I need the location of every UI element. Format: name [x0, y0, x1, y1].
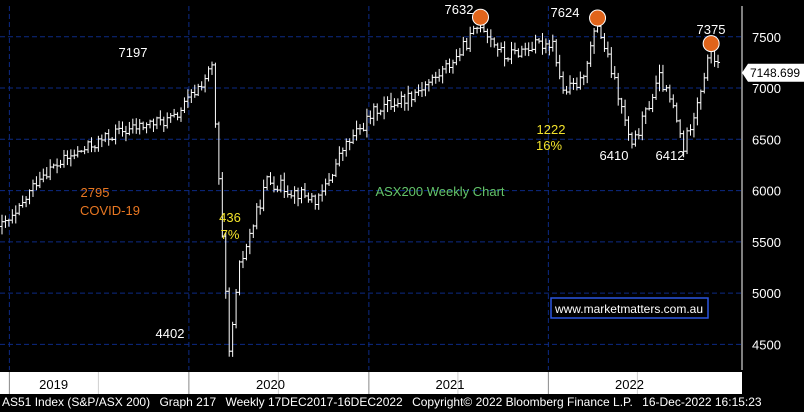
y-tick-label: 7500	[752, 30, 781, 45]
x-year-label: 2021	[436, 377, 465, 392]
last-price-label: 7148.699	[750, 66, 800, 80]
annotation-label: 7%	[221, 227, 240, 242]
y-axis: 4500 5000 5500 6000 6500 7000 7500	[741, 6, 781, 370]
watermark-text[interactable]: www.marketmatters.com.au	[554, 302, 703, 316]
y-tick-label: 4500	[752, 337, 781, 352]
last-price-tag: 7148.699	[742, 63, 804, 82]
annotation-label: COVID-19	[80, 203, 140, 218]
x-year-label: 2022	[615, 377, 644, 392]
footer-security: AS51 Index (S&P/ASX 200)	[2, 395, 151, 409]
x-year-label: 2019	[39, 377, 68, 392]
y-tick-label: 6000	[752, 184, 781, 199]
footer-period: Weekly 17DEC2017-16DEC2022	[225, 395, 403, 409]
y-tick-label: 7000	[752, 81, 781, 96]
annotation-label: 7375	[697, 22, 726, 37]
annotation-label: 7197	[119, 45, 148, 60]
annotation-label: 6412	[656, 148, 685, 163]
footer-graph: Graph 217	[159, 395, 217, 409]
annotation-label: 6410	[600, 148, 629, 163]
watermark-border	[550, 297, 709, 319]
price-bars	[0, 21, 721, 357]
annotations: 7197 7632 7624 7375 2795 COVID-19 436 7% 122216%…	[80, 2, 725, 341]
y-tick-label: 6500	[752, 132, 781, 147]
watermark-box[interactable]: www.marketmatters.com.au	[550, 297, 709, 319]
footer-bar: AS51 Index (S&P/ASX 200) Graph 217 Weekl…	[2, 395, 802, 411]
annotation-label: 4402	[156, 326, 185, 341]
x-year-label: 2020	[256, 377, 285, 392]
chart-subtitle: ASX200 Weekly Chart	[375, 184, 504, 199]
peak-marker	[702, 35, 720, 53]
footer-copyright: Copyright© 2022 Bloomberg Finance L.P.	[412, 395, 633, 409]
x-axis: 2019 2020 2021 2022	[0, 372, 742, 394]
annotation-label: 7632	[445, 2, 474, 17]
peak-marker	[589, 9, 607, 27]
last-price-box	[742, 63, 804, 82]
annotation-label: 436	[219, 210, 241, 225]
y-tick-label: 5000	[752, 286, 781, 301]
annotation-label: 7624	[551, 5, 580, 20]
x-axis-band	[0, 372, 742, 394]
annotation-label: 16%	[536, 138, 562, 153]
annotation-label: 1222	[537, 122, 566, 137]
gridlines	[0, 6, 742, 370]
annotation-label: 2795	[81, 185, 110, 200]
y-tick-label: 5500	[752, 235, 781, 250]
peak-marker	[472, 8, 490, 26]
footer-timestamp: 16-Dec-2022 16:15:23	[642, 395, 762, 409]
